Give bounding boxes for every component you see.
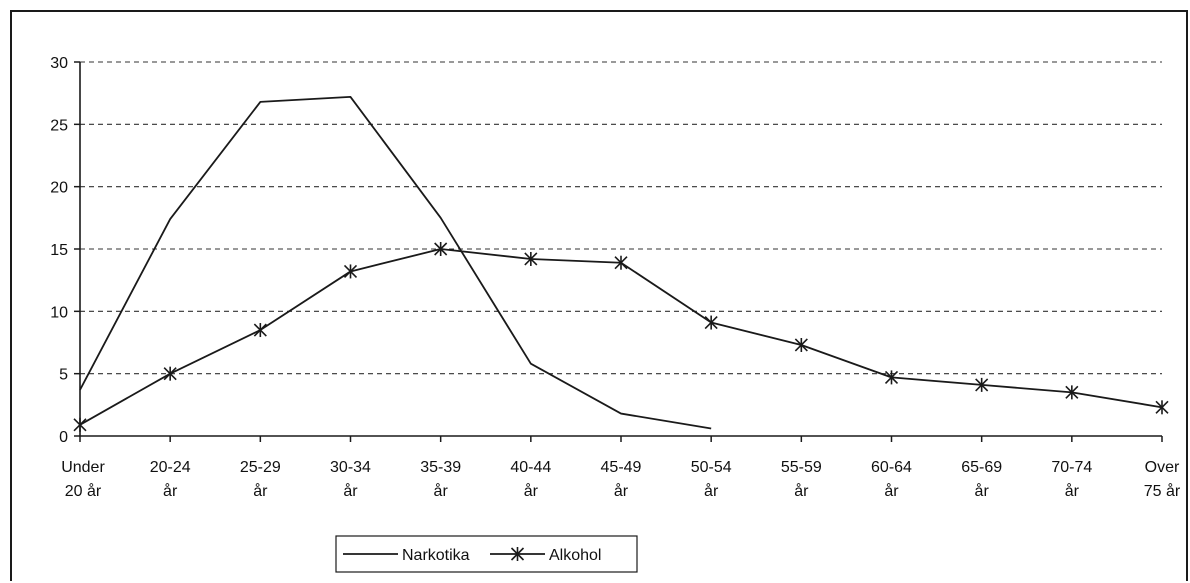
series-line-alkohol (79, 248, 1163, 426)
x-tick-label: år (343, 482, 358, 500)
x-tick-label: 60-64 (871, 459, 912, 476)
x-tick-label: 45-49 (601, 459, 642, 476)
x-tick-label: 65-69 (961, 459, 1002, 476)
x-axis-ticks: Under 20 år 20-24 år 25-29 år 30-34 år 35-39 år 40… (61, 436, 1181, 500)
y-axis-ticks: 0 5 10 15 20 25 30 (50, 55, 80, 446)
data-point-alkohol (434, 242, 448, 256)
x-tick-label: 75 år (1144, 482, 1181, 500)
data-point-alkohol (975, 377, 989, 392)
x-tick-label: år (614, 482, 629, 500)
x-tick-label: år (794, 482, 809, 500)
series-lines (73, 96, 1169, 432)
x-tick-label: 20-24 (150, 459, 191, 476)
x-tick-label: 70-74 (1051, 459, 1092, 476)
series-line-narkotika (79, 96, 712, 430)
legend-label-alkohol: Alkohol (549, 547, 601, 564)
y-tick-label: 25 (50, 117, 68, 134)
x-tick-label: 30-34 (330, 459, 371, 476)
y-tick-label: 30 (50, 55, 68, 72)
x-tick-label: år (524, 482, 539, 500)
data-point-alkohol (1065, 385, 1079, 400)
y-tick-label: 10 (50, 304, 68, 321)
x-tick-label: år (704, 482, 719, 500)
data-point-alkohol (794, 337, 808, 352)
data-point-alkohol (1155, 400, 1169, 415)
data-point-alkohol (614, 255, 628, 270)
data-point-alkohol (253, 323, 267, 338)
data-point-alkohol (884, 370, 899, 385)
x-tick-label: 55-59 (781, 459, 822, 476)
data-point-alkohol (343, 264, 358, 279)
gridlines (80, 61, 1162, 375)
legend-label-narkotika: Narkotika (402, 547, 470, 564)
x-tick-label: 25-29 (240, 459, 281, 476)
x-tick-label: 20 år (65, 482, 102, 500)
x-tick-label: 40-44 (510, 459, 551, 476)
y-tick-label: 0 (59, 429, 68, 446)
x-tick-label: Over (1145, 459, 1180, 476)
legend: Narkotika Alkohol (335, 535, 638, 573)
x-tick-label: år (884, 482, 899, 500)
y-tick-label: 15 (50, 242, 68, 259)
data-point-alkohol (524, 251, 538, 266)
data-point-alkohol (704, 315, 718, 330)
y-tick-label: 20 (50, 180, 68, 197)
x-tick-label: 35-39 (420, 459, 461, 476)
legend-marker-alkohol (510, 547, 525, 561)
x-tick-label: år (434, 482, 449, 500)
data-point-alkohol (163, 366, 177, 381)
x-tick-label: år (1065, 482, 1080, 500)
x-tick-label: år (253, 482, 268, 500)
data-point-alkohol (73, 417, 87, 432)
x-tick-label: Under (61, 459, 105, 476)
x-tick-label: 50-54 (691, 459, 732, 476)
x-tick-label: år (975, 482, 990, 500)
y-tick-label: 5 (59, 367, 68, 384)
chart-frame (10, 10, 1188, 581)
x-tick-label: år (163, 482, 178, 500)
